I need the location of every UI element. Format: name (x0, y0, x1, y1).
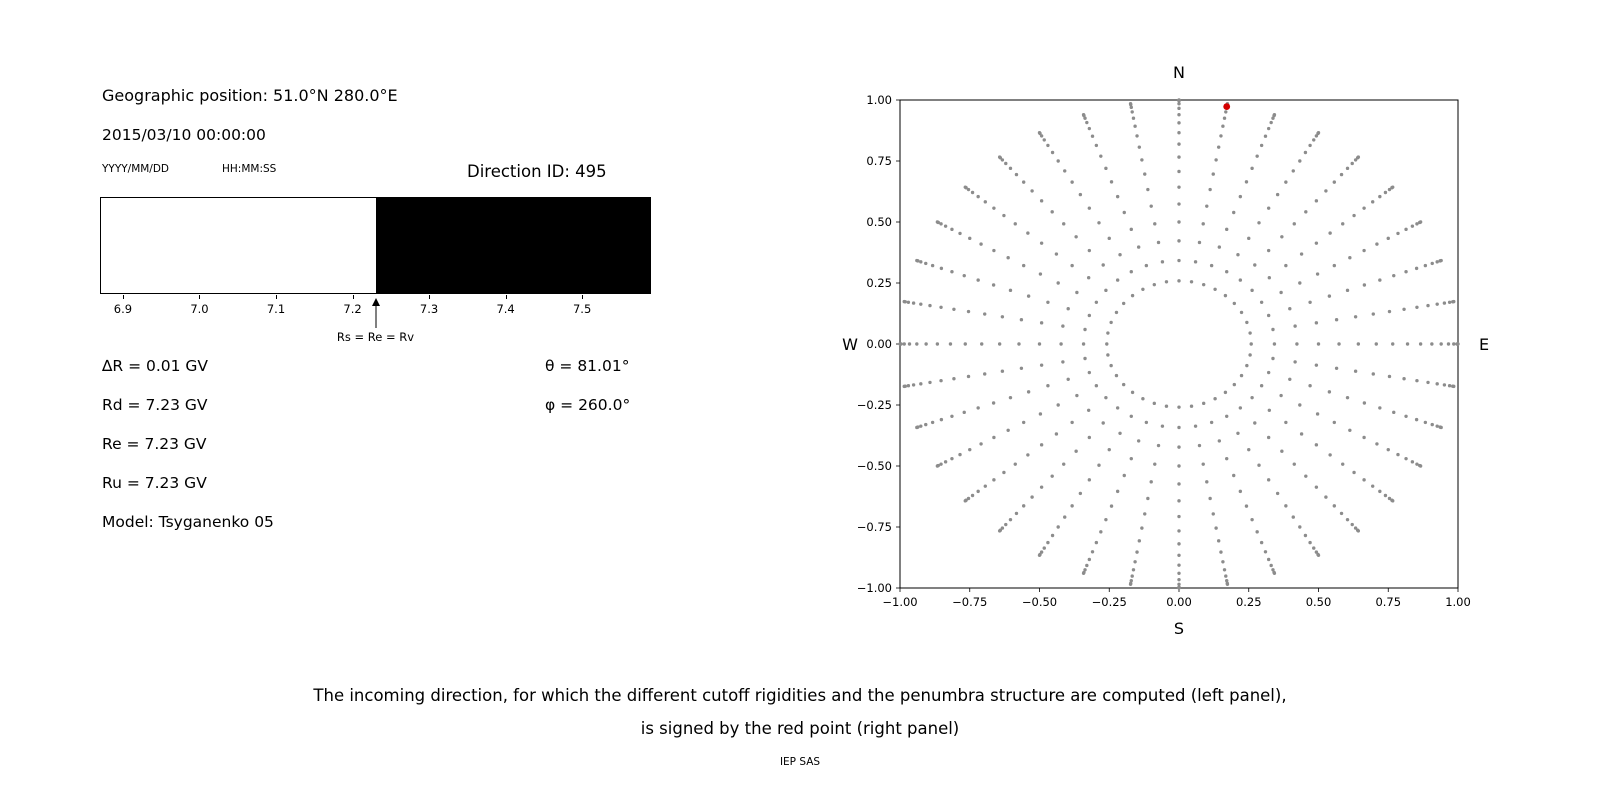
selected-direction-point (1223, 103, 1231, 110)
penumbra-tick-mark (429, 295, 431, 299)
y-tick-label: 0.00 (866, 337, 892, 351)
penumbra-tick-label: 7.4 (496, 302, 515, 316)
y-tick-label: 1.00 (866, 93, 892, 107)
penumbra-forbidden-region (375, 197, 651, 294)
x-tick-label: −0.25 (1092, 595, 1127, 609)
penumbra-tick-mark (582, 295, 584, 299)
penumbra-tick-mark (199, 295, 201, 299)
x-tick-label: 0.75 (1375, 595, 1401, 609)
x-tick-label: 1.00 (1445, 595, 1471, 609)
y-tick-label: 0.25 (866, 276, 892, 290)
cutoff-arrow-label: Rs = Re = Rv (336, 330, 415, 344)
caption-line-1: The incoming direction, for which the di… (313, 686, 1287, 705)
phi-value: φ = 260.0° (545, 396, 631, 414)
rd-value: Rd = 7.23 GV (102, 396, 208, 414)
direction-scatter-plot: −1.00 −0.75 −0.50 −0.25 0.00 0.25 0.50 0.75 1.00… (842, 63, 1489, 638)
x-tick-label: 0.25 (1236, 595, 1262, 609)
compass-label-n: N (1173, 63, 1185, 82)
penumbra-tick-label: 7.0 (190, 302, 209, 316)
delta-r-value: ∆R = 0.01 GV (102, 357, 209, 375)
compass-label-w: W (842, 335, 858, 354)
y-tick-label: −0.75 (857, 520, 892, 534)
direction-id: Direction ID: 495 (467, 162, 607, 181)
x-tick-label: −1.00 (882, 595, 917, 609)
rigidity-values: ∆R = 0.01 GV Rd = 7.23 GV Re = 7.23 GV R… (102, 347, 274, 542)
x-tick-label: −0.75 (952, 595, 987, 609)
penumbra-tick-mark (352, 295, 354, 299)
theta-value: θ = 81.01° (545, 357, 630, 375)
penumbra-tick-label: 6.9 (113, 302, 133, 316)
penumbra-tick-mark (276, 295, 277, 299)
geographic-position: Geographic position: 51.0°N 280.0°E (102, 86, 398, 105)
penumbra-tick-label: 7.5 (572, 302, 592, 316)
plot-frame (899, 99, 1459, 589)
cutoff-arrow-icon (371, 298, 380, 328)
direction-angles: θ = 81.01° φ = 260.0° (545, 347, 630, 425)
ru-value: Ru = 7.23 GV (102, 474, 207, 492)
y-tick-label: −0.50 (857, 459, 892, 473)
re-value: Re = 7.23 GV (102, 435, 207, 453)
penumbra-tick-label: 7.2 (343, 302, 362, 316)
caption-line-2: is signed by the red point (right panel) (640, 719, 960, 738)
date-format-label: YYYY/MM/DD (102, 163, 170, 175)
penumbra-bar (100, 197, 651, 294)
model-label: Model: Tsyganenko 05 (102, 513, 274, 531)
x-tick-label: 0.00 (1166, 595, 1192, 609)
x-tick-label: 0.50 (1306, 595, 1332, 609)
direction-grid-points (898, 98, 1460, 590)
compass-label-e: E (1479, 335, 1489, 354)
x-tick-label: −0.50 (1022, 595, 1057, 609)
y-tick-label: 0.50 (866, 215, 892, 229)
y-tick-label: −0.25 (857, 398, 892, 412)
datetime-value: 2015/03/10 00:00:00 (102, 126, 266, 144)
penumbra-tick-mark (122, 295, 124, 299)
y-tick-label: 0.75 (866, 154, 892, 168)
penumbra-axis-ticks: 6.9 7.0 7.1 7.2 7.3 7.4 7.5 (100, 295, 652, 329)
credit-label: IEP SAS (779, 756, 821, 768)
time-format-label: HH:MM:SS (222, 163, 277, 175)
penumbra-tick-label: 7.3 (419, 302, 439, 316)
compass-label-s: S (1174, 619, 1184, 638)
penumbra-tick-mark (505, 295, 507, 299)
penumbra-tick-label: 7.1 (266, 302, 286, 316)
y-tick-label: −1.00 (857, 581, 892, 595)
direction-plot-panel: −1.00 −0.75 −0.50 −0.25 0.00 0.25 0.50 0.75 1.00… (840, 55, 1520, 655)
